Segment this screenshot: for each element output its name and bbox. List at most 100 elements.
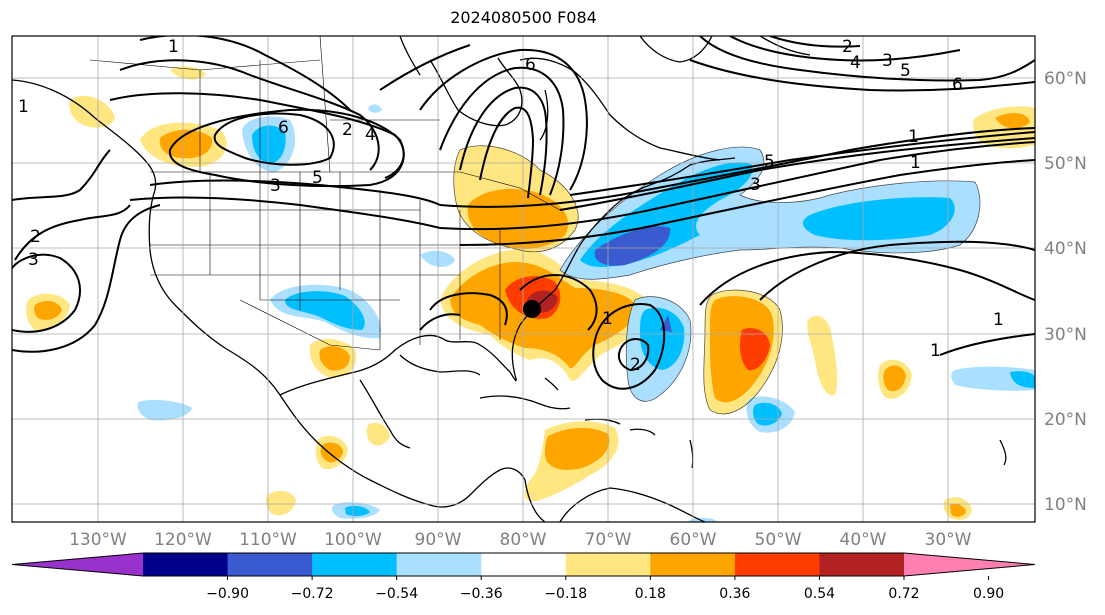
lon-tick-label: 120°W xyxy=(154,530,212,550)
coastline xyxy=(544,377,559,391)
contour-label: 2 xyxy=(30,227,41,247)
coastline xyxy=(584,418,621,425)
coastline xyxy=(999,439,1007,466)
coastline xyxy=(689,439,694,469)
contour-line xyxy=(519,274,598,331)
contour-line xyxy=(459,86,548,196)
contour-label: 5 xyxy=(312,168,323,188)
border-line xyxy=(319,36,331,173)
lat-tick-label: 50°N xyxy=(1044,154,1087,174)
lon-tick-label: 50°W xyxy=(755,530,802,550)
contour-label: 1 xyxy=(602,309,613,329)
contour-line xyxy=(729,36,961,62)
anomaly-region xyxy=(69,96,115,128)
coastline xyxy=(399,354,481,376)
lon-tick-label: 100°W xyxy=(324,530,382,550)
anomaly-region xyxy=(320,442,343,463)
anomaly-region xyxy=(319,346,350,371)
colorbar-segment xyxy=(819,553,905,576)
contour-line xyxy=(699,250,1035,306)
contour-line xyxy=(592,303,666,390)
contour-label: 1 xyxy=(168,37,179,57)
colorbar-labels: −0.90 −0.72 −0.54 −0.36 −0.18 0.18 0.36 0.54 0.7… xyxy=(206,586,1004,602)
contour-lines xyxy=(12,36,1035,390)
contour-label: 1 xyxy=(18,97,29,117)
contour-line xyxy=(12,204,161,353)
colorbar-label: 0.54 xyxy=(804,586,835,602)
anomaly-region xyxy=(803,197,955,241)
contour-line xyxy=(12,253,81,333)
anomaly-region xyxy=(1010,371,1035,388)
colorbar-arrow-low xyxy=(12,553,143,576)
border-line xyxy=(150,171,561,211)
contour-line xyxy=(419,313,461,331)
contour-label: 1 xyxy=(993,310,1004,330)
contour-line xyxy=(12,149,111,201)
coastline xyxy=(12,79,546,522)
contour-line xyxy=(439,141,1035,231)
contour-label: 3 xyxy=(882,51,893,71)
anomaly-outline xyxy=(625,296,692,402)
anomaly-region xyxy=(688,517,718,522)
map-title: 2024080500 F084 xyxy=(450,8,597,27)
anomaly-region xyxy=(883,365,906,392)
contour-label: 2 xyxy=(630,355,641,375)
colorbar-label: 0.90 xyxy=(973,586,1004,602)
colorbar-label: −0.36 xyxy=(460,586,503,602)
anomaly-region xyxy=(807,315,838,396)
contour-line xyxy=(439,66,565,196)
coastline xyxy=(279,157,736,396)
lon-tick-label: 130°W xyxy=(69,530,127,550)
coastline xyxy=(519,57,721,161)
contour-label: 2 xyxy=(342,120,353,140)
map-panel: 1 6 5 4 3 2 1 6 5 4 3 2 1 6 1 3 5 3 2 1 … xyxy=(12,36,1035,522)
contour-label: 5 xyxy=(900,61,911,81)
contour-label: 2 xyxy=(842,37,853,57)
longitude-labels: 130°W 120°W 110°W 100°W 90°W 80°W 70°W 6… xyxy=(69,530,972,550)
colorbar-segment xyxy=(227,553,313,576)
contour-line xyxy=(149,179,441,206)
anomaly-region xyxy=(252,125,286,164)
lat-tick-label: 30°N xyxy=(1044,325,1087,345)
lat-tick-label: 60°N xyxy=(1044,69,1087,89)
colorbar-arrow-high xyxy=(904,553,1035,576)
colorbar-label: −0.54 xyxy=(375,586,418,602)
coastline xyxy=(539,89,549,141)
contour-label: 6 xyxy=(525,55,536,75)
colorbar-segment xyxy=(312,553,398,576)
contour-line xyxy=(119,59,380,171)
colorbar-label: −0.72 xyxy=(291,586,334,602)
contour-line xyxy=(939,333,1035,356)
anomaly-region xyxy=(753,402,782,426)
anomaly-region xyxy=(640,307,685,370)
anomaly-region xyxy=(368,104,382,113)
contour-line xyxy=(379,44,471,91)
anomaly-region xyxy=(544,427,610,470)
lat-tick-label: 10°N xyxy=(1044,495,1087,515)
lat-tick-label: 40°N xyxy=(1044,239,1087,259)
lon-tick-label: 40°W xyxy=(840,530,887,550)
contour-label: 1 xyxy=(910,153,921,173)
anomaly-region xyxy=(594,226,671,266)
coastline xyxy=(639,36,713,63)
contour-line xyxy=(569,131,1035,196)
anomaly-region xyxy=(345,505,370,517)
contour-line xyxy=(429,292,508,326)
coastline xyxy=(429,57,523,127)
anomaly-region xyxy=(137,400,192,421)
anomaly-region xyxy=(740,328,770,371)
contour-line xyxy=(689,59,1035,92)
colorbar-segment xyxy=(650,553,736,576)
lon-tick-label: 70°W xyxy=(585,530,632,550)
contour-label: 4 xyxy=(850,53,861,73)
contour-label: 1 xyxy=(930,341,941,361)
contour-label: 6 xyxy=(952,75,963,95)
colorbar-segment xyxy=(565,553,651,576)
lat-tick-label: 20°N xyxy=(1044,410,1087,430)
colorbar-outline xyxy=(11,552,1036,577)
colorbar-ticks xyxy=(227,576,990,580)
coastline xyxy=(479,395,571,410)
contour-line xyxy=(139,36,351,111)
latitude-labels: 60°N 50°N 40°N 30°N 20°N 10°N xyxy=(1044,69,1087,515)
